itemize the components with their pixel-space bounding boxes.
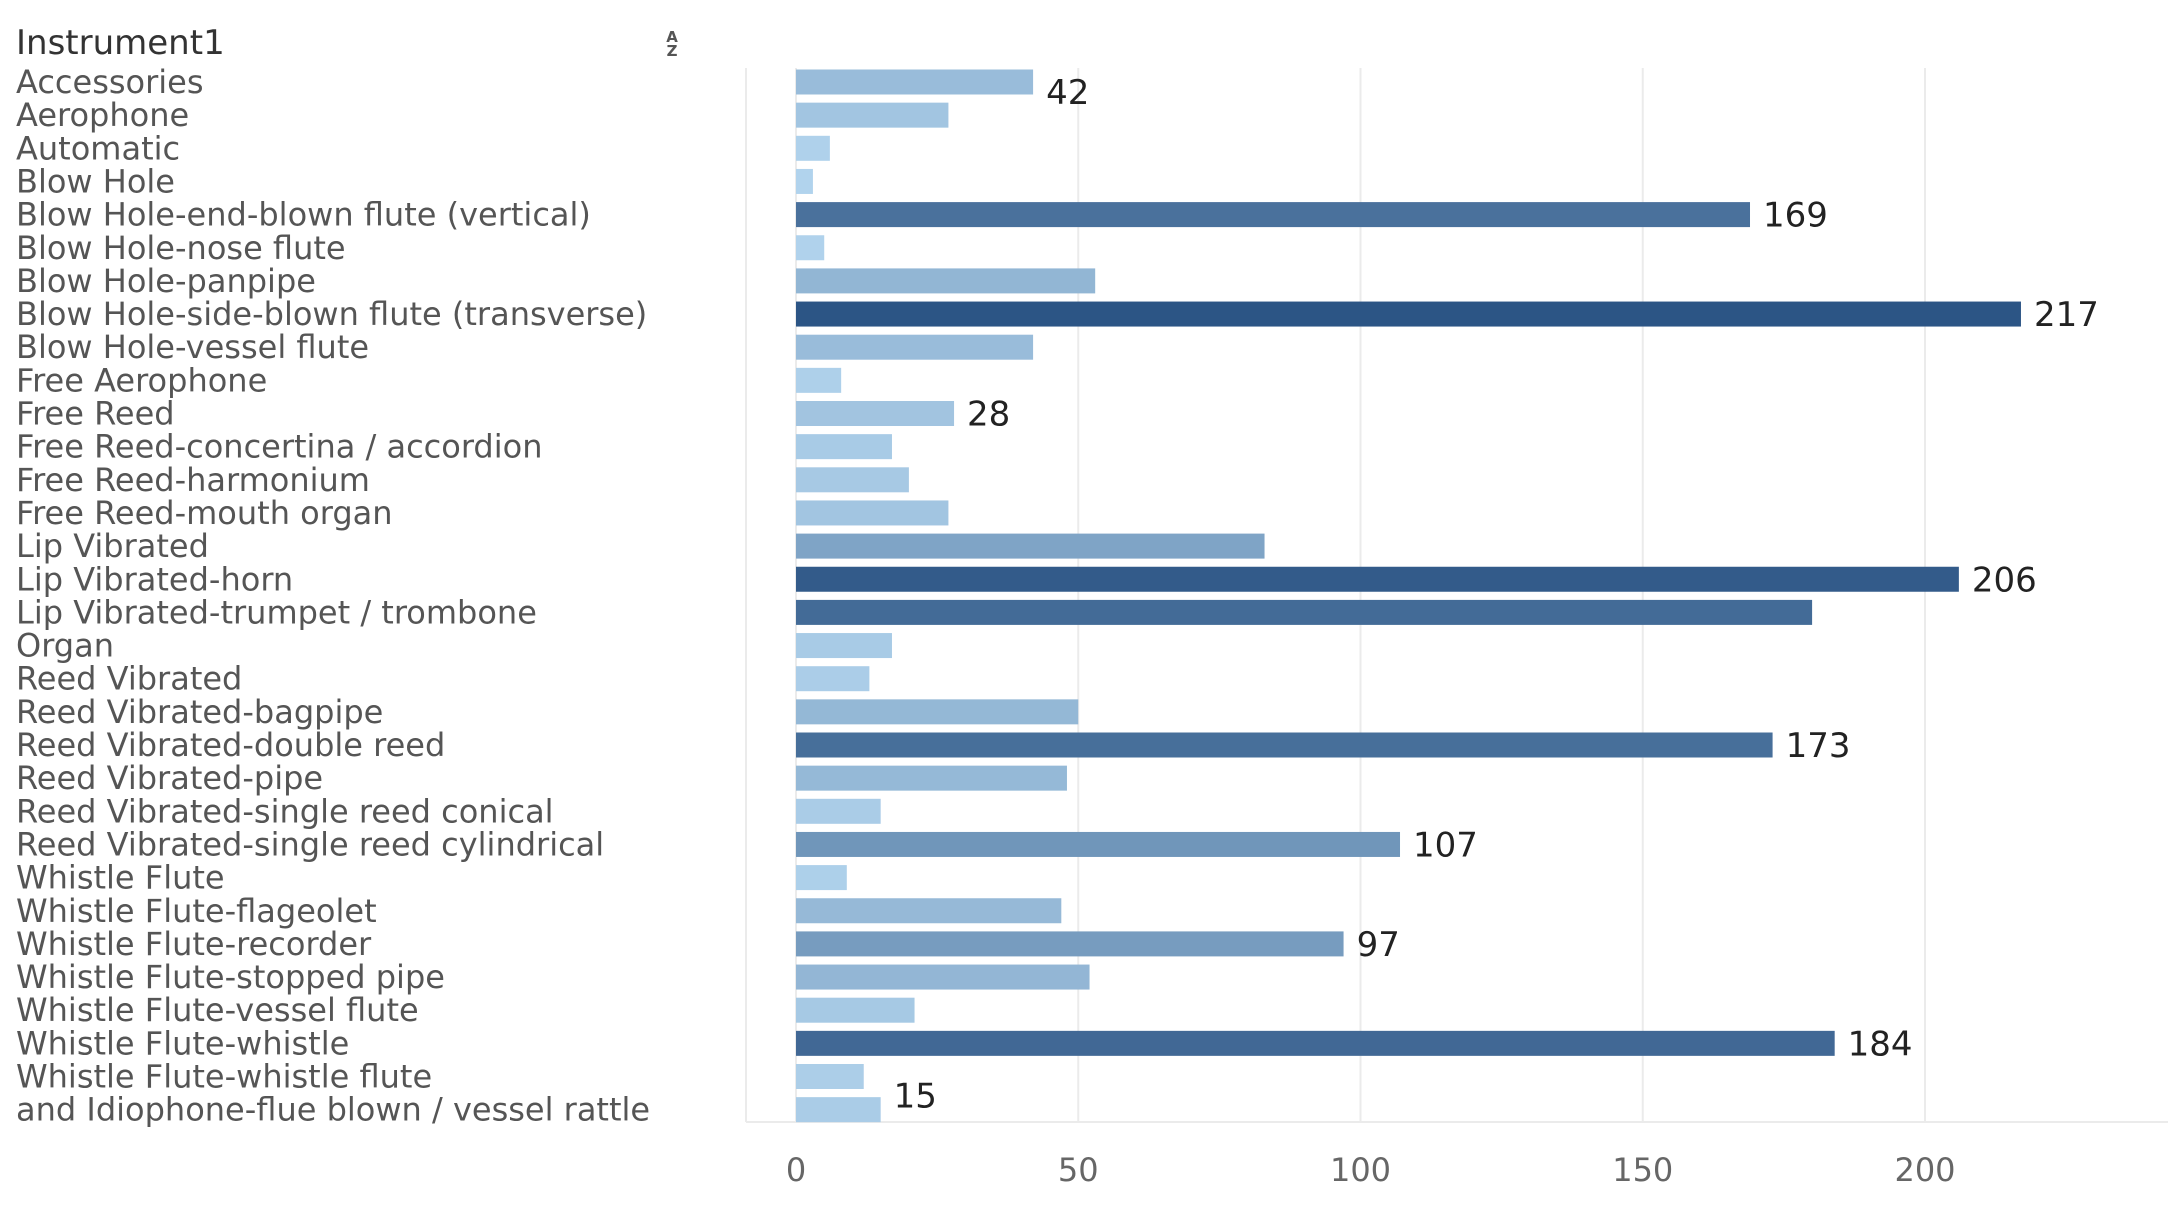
- category-label: Whistle Flute-flageolet: [16, 892, 377, 930]
- category-label: Blow Hole: [16, 162, 175, 200]
- bar[interactable]: [796, 434, 892, 460]
- category-label: Whistle Flute-whistle flute: [16, 1058, 432, 1096]
- x-tick-label: 200: [1894, 1151, 1955, 1189]
- category-label: Accessories: [16, 63, 204, 101]
- category-label: Lip Vibrated: [16, 527, 209, 565]
- category-label: Reed Vibrated-double reed: [16, 726, 445, 764]
- category-label: Blow Hole-end-blown flute (vertical): [16, 196, 591, 234]
- category-label: Lip Vibrated-horn: [16, 560, 293, 598]
- x-tick-label: 150: [1612, 1151, 1673, 1189]
- category-label: Aerophone: [16, 96, 189, 134]
- bar[interactable]: [796, 831, 1401, 857]
- data-label: 217: [2034, 295, 2099, 335]
- bar[interactable]: [796, 798, 881, 824]
- bar[interactable]: [796, 732, 1773, 758]
- bar[interactable]: [796, 699, 1079, 725]
- category-label: Automatic: [16, 129, 180, 167]
- bar[interactable]: [796, 765, 1067, 791]
- sort-icon-glyph-a: A: [666, 28, 678, 46]
- bar[interactable]: [796, 964, 1090, 990]
- bar[interactable]: [796, 898, 1062, 924]
- category-label: Reed Vibrated-bagpipe: [16, 693, 383, 731]
- bar[interactable]: [796, 633, 892, 659]
- bar[interactable]: [796, 235, 825, 261]
- data-labels: 42 169 217 28 206 173 107 97 184 15: [894, 73, 2099, 1117]
- bar[interactable]: [796, 1030, 1835, 1056]
- bar[interactable]: [796, 1097, 881, 1123]
- data-label: 173: [1786, 726, 1851, 766]
- bar[interactable]: [796, 997, 915, 1023]
- bar[interactable]: [796, 865, 847, 891]
- category-label: Reed Vibrated: [16, 660, 242, 698]
- bar[interactable]: [796, 467, 909, 493]
- category-label: Reed Vibrated-single reed cylindrical: [16, 825, 604, 863]
- category-label: Blow Hole-nose flute: [16, 229, 346, 267]
- bar[interactable]: [796, 202, 1751, 228]
- category-label: Organ: [16, 627, 114, 665]
- category-label: Whistle Flute: [16, 859, 225, 897]
- category-label: Whistle Flute-whistle: [16, 1024, 349, 1062]
- category-label: Blow Hole-vessel flute: [16, 328, 369, 366]
- data-label: 42: [1046, 73, 1089, 113]
- bar[interactable]: [796, 69, 1034, 95]
- data-label: 15: [894, 1077, 937, 1117]
- category-label: Free Reed-concertina / accordion: [16, 428, 542, 466]
- bars: [796, 69, 2021, 1123]
- category-label: and Idiophone-flue blown / vessel rattle: [16, 1091, 650, 1129]
- category-label: Blow Hole-panpipe: [16, 262, 316, 300]
- category-label: Free Aerophone: [16, 361, 267, 399]
- bar[interactable]: [796, 401, 955, 426]
- category-label: Whistle Flute-stopped pipe: [16, 958, 445, 996]
- bar[interactable]: [796, 566, 1959, 592]
- bar[interactable]: [796, 102, 949, 128]
- bar[interactable]: [796, 301, 2021, 327]
- x-tick-label: 50: [1058, 1151, 1099, 1189]
- bar[interactable]: [796, 599, 1813, 625]
- bar[interactable]: [796, 931, 1344, 957]
- data-label: 169: [1763, 196, 1828, 236]
- data-label: 184: [1848, 1024, 1913, 1064]
- x-tick-label: 100: [1330, 1151, 1391, 1189]
- category-label: Reed Vibrated-single reed conical: [16, 792, 554, 830]
- category-label: Blow Hole-side-blown flute (transverse): [16, 295, 647, 333]
- sort-icon-glyph-z: Z: [667, 42, 678, 60]
- category-label: Reed Vibrated-pipe: [16, 759, 323, 797]
- bar[interactable]: [796, 268, 1096, 294]
- category-label: Free Reed-harmonium: [16, 461, 370, 499]
- category-label: Lip Vibrated-trumpet / trombone: [16, 593, 537, 631]
- bar[interactable]: [796, 135, 830, 161]
- bar[interactable]: [796, 666, 870, 692]
- data-label: 206: [1972, 560, 2037, 600]
- data-label: 97: [1357, 925, 1400, 965]
- category-label: Free Reed-mouth organ: [16, 494, 393, 532]
- bar[interactable]: [796, 533, 1265, 559]
- category-label: Whistle Flute-vessel flute: [16, 991, 419, 1029]
- bar[interactable]: [796, 367, 842, 393]
- bar[interactable]: [796, 500, 949, 526]
- bar[interactable]: [796, 168, 813, 194]
- data-label: 107: [1413, 825, 1478, 865]
- sort-alpha-icon[interactable]: A Z: [666, 28, 678, 60]
- field-header-title: Instrument1: [16, 23, 225, 63]
- data-label: 28: [967, 395, 1010, 435]
- bar[interactable]: [796, 1064, 864, 1089]
- category-label: Free Reed: [16, 395, 175, 433]
- bar[interactable]: [796, 334, 1034, 360]
- category-label: Whistle Flute-recorder: [16, 925, 372, 963]
- x-axis-ticks: 0 50 100 150 200: [786, 1151, 1956, 1189]
- x-tick-label: 0: [786, 1151, 806, 1189]
